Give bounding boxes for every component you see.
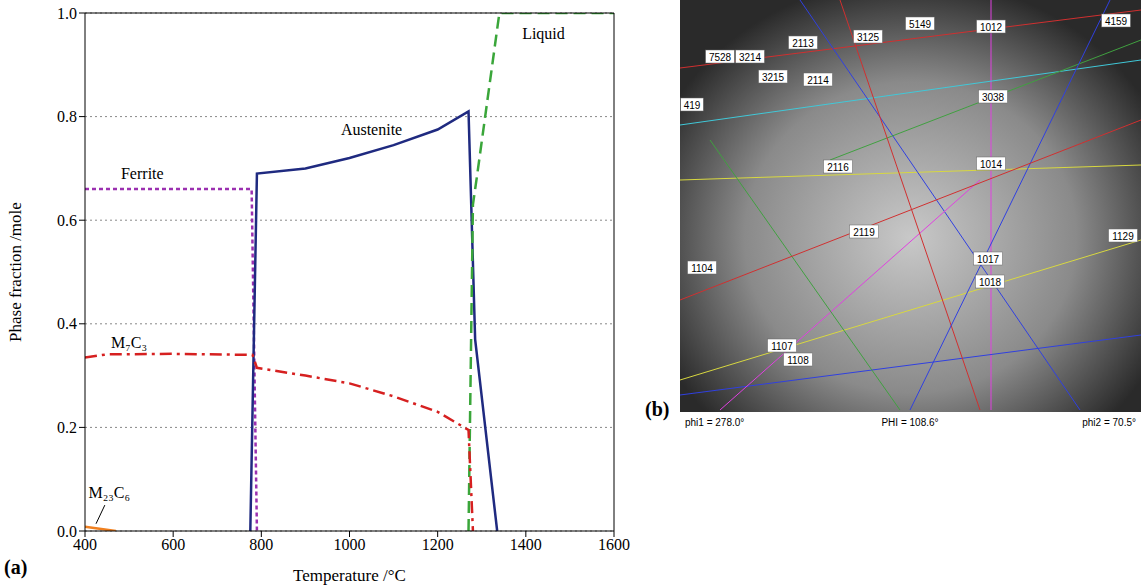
svg-text:5149: 5149 [909,19,932,30]
svg-text:419: 419 [684,100,701,111]
svg-text:600: 600 [161,536,185,553]
svg-text:0.2: 0.2 [57,419,77,436]
svg-text:1014: 1014 [980,159,1003,170]
svg-text:0.8: 0.8 [57,108,77,125]
svg-text:2114: 2114 [807,75,829,86]
svg-text:0.6: 0.6 [57,212,77,229]
svg-text:phi1 = 278.0°: phi1 = 278.0° [685,417,744,428]
svg-text:1108: 1108 [787,355,809,366]
svg-text:1018: 1018 [979,277,1002,288]
svg-text:1200: 1200 [422,536,454,553]
svg-text:3214: 3214 [739,52,762,63]
svg-text:1400: 1400 [510,536,542,553]
svg-text:2119: 2119 [853,227,875,238]
svg-text:phi2 = 70.5°: phi2 = 70.5° [1082,417,1136,428]
svg-text:3038: 3038 [982,92,1005,103]
svg-text:2116: 2116 [827,162,849,173]
svg-text:0.4: 0.4 [57,315,77,332]
svg-text:0.0: 0.0 [57,523,77,540]
svg-text:1017: 1017 [977,254,1000,265]
svg-text:1600: 1600 [598,536,630,553]
svg-text:1104: 1104 [691,263,713,274]
svg-text:Temperature /°C: Temperature /°C [293,566,406,585]
svg-text:1.0: 1.0 [57,5,77,22]
svg-text:7528: 7528 [709,52,732,63]
svg-text:3215: 3215 [762,72,785,83]
svg-text:Liquid: Liquid [522,25,565,43]
svg-text:PHI = 108.6°: PHI = 108.6° [881,417,938,428]
svg-text:M₂₃C₆: M₂₃C₆ [88,484,130,501]
svg-text:1012: 1012 [980,22,1003,33]
html-text:(b): (b) [645,398,670,420]
svg-text:Austenite: Austenite [341,121,402,138]
svg-text:400: 400 [73,536,97,554]
svg-text:Phase fraction /mole: Phase fraction /mole [6,202,25,342]
svg-text:1000: 1000 [334,536,366,553]
svg-text:Ferrite: Ferrite [121,165,164,182]
svg-text:3125: 3125 [857,32,880,43]
svg-text:4159: 4159 [1105,16,1128,27]
svg-text:2113: 2113 [792,38,814,49]
html-text:(a): (a) [4,556,28,578]
svg-text:1107: 1107 [771,341,793,352]
svg-text:M₇C₃: M₇C₃ [111,334,147,351]
svg-text:1129: 1129 [1112,231,1134,242]
svg-text:800: 800 [249,536,273,553]
